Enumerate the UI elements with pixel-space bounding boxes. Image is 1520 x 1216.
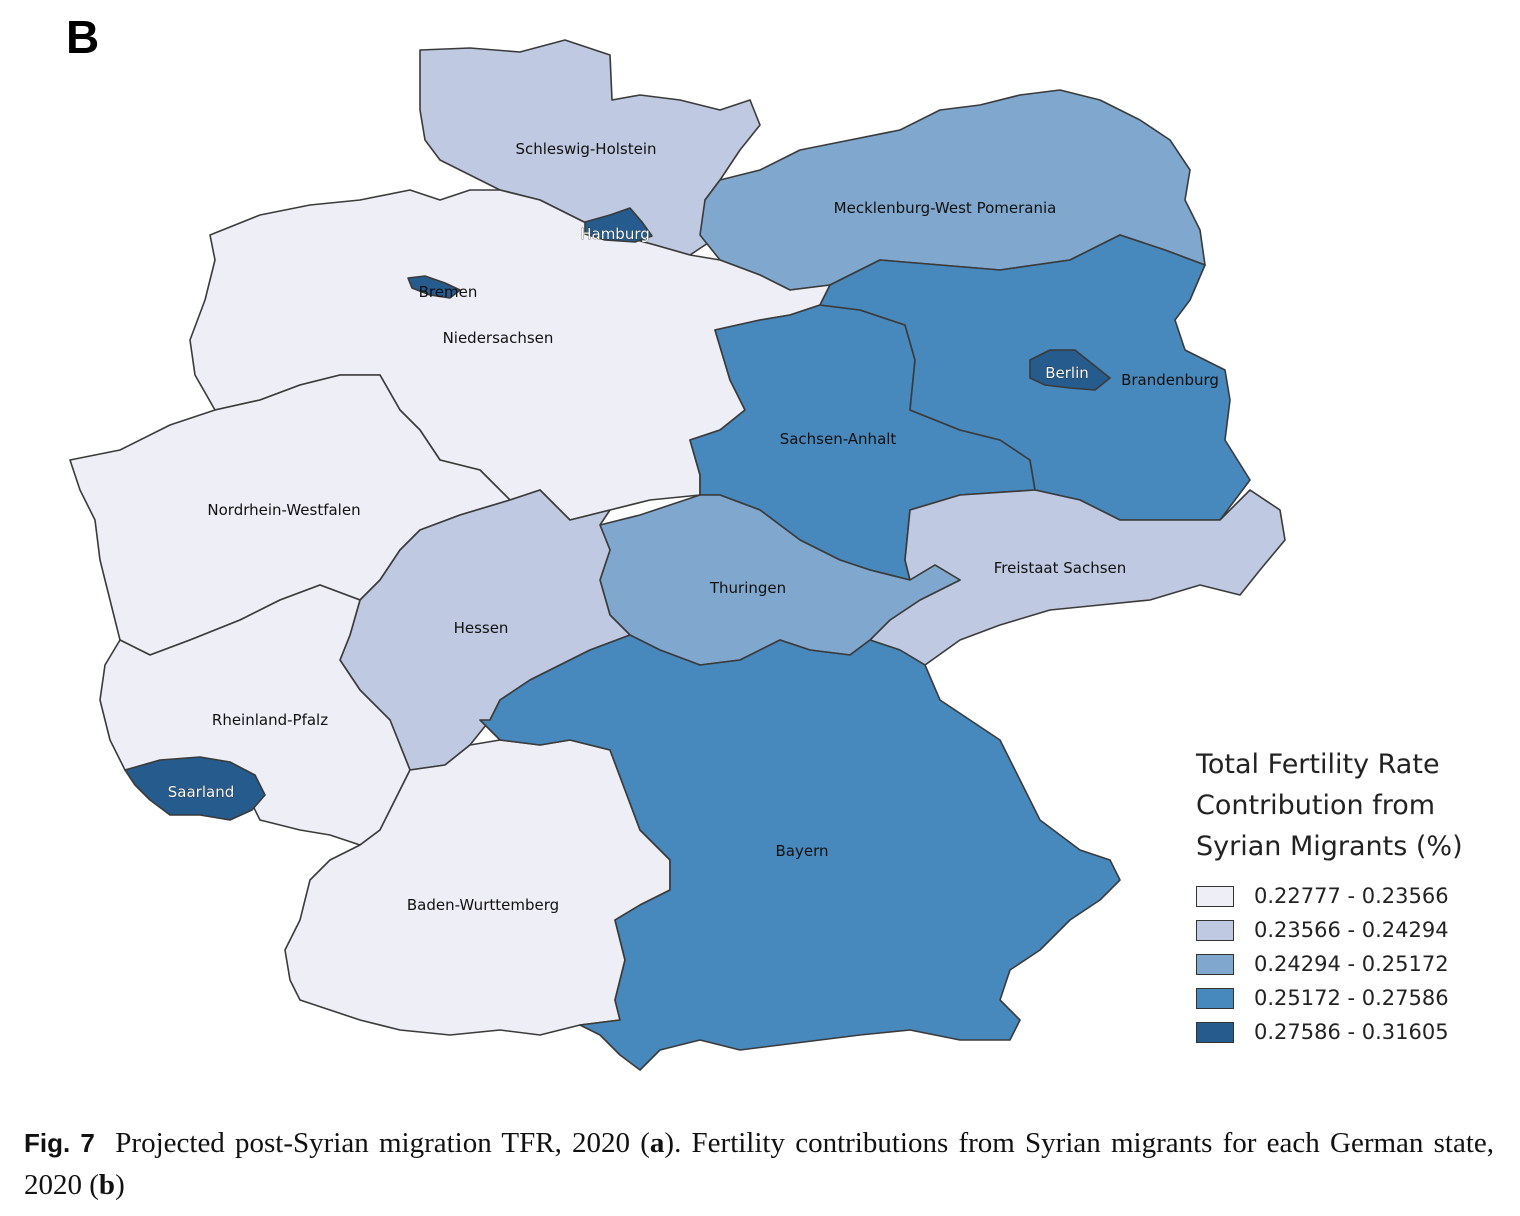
legend-title-line: Syrian Migrants (%)	[1196, 831, 1463, 862]
legend: Total Fertility Rate Contribution from S…	[1196, 744, 1496, 1049]
label-mecklenburg: Mecklenburg-West Pomerania	[834, 199, 1057, 217]
germany-map: Schleswig-Holstein Hamburg Mecklenburg-W…	[69, 39, 1286, 1071]
legend-swatch	[1196, 987, 1234, 1009]
legend-title-line: Contribution from	[1196, 790, 1436, 821]
legend-item: 0.25172 - 0.27586	[1196, 981, 1496, 1015]
label-saarland: Saarland	[168, 783, 234, 801]
label-bayern: Bayern	[776, 842, 829, 860]
label-hessen: Hessen	[454, 619, 509, 637]
legend-label: 0.22777 - 0.23566	[1254, 884, 1449, 908]
label-brandenburg: Brandenburg	[1121, 371, 1219, 389]
label-bremen: Bremen	[419, 283, 478, 301]
legend-label: 0.23566 - 0.24294	[1254, 918, 1449, 942]
region-bremen	[407, 275, 461, 299]
label-sachsen-anhalt: Sachsen-Anhalt	[780, 430, 897, 448]
legend-label: 0.24294 - 0.25172	[1254, 952, 1449, 976]
figure-label: Fig. 7	[24, 1128, 95, 1158]
caption-ref-a: a	[649, 1127, 665, 1159]
legend-title-line: Total Fertility Rate	[1196, 749, 1440, 780]
legend-swatch	[1196, 1021, 1234, 1043]
region-saarland	[124, 756, 266, 821]
label-niedersachsen: Niedersachsen	[443, 329, 554, 347]
legend-item: 0.22777 - 0.23566	[1196, 879, 1496, 913]
label-rheinland-pfalz: Rheinland-Pfalz	[212, 711, 328, 729]
legend-item: 0.24294 - 0.25172	[1196, 947, 1496, 981]
legend-items: 0.22777 - 0.23566 0.23566 - 0.24294 0.24…	[1196, 879, 1496, 1049]
label-nrw: Nordrhein-Westfalen	[207, 501, 360, 519]
legend-swatch	[1196, 885, 1234, 907]
region-bayern	[479, 634, 1121, 1071]
label-schleswig-holstein: Schleswig-Holstein	[515, 140, 656, 158]
legend-label: 0.25172 - 0.27586	[1254, 986, 1449, 1010]
label-baden-wuerttemberg: Baden-Wurttemberg	[407, 896, 559, 914]
legend-swatch	[1196, 919, 1234, 941]
region-berlin	[1029, 349, 1111, 391]
caption-ref-b: b	[98, 1169, 116, 1201]
legend-label: 0.27586 - 0.31605	[1254, 1020, 1449, 1044]
legend-item: 0.27586 - 0.31605	[1196, 1015, 1496, 1049]
legend-item: 0.23566 - 0.24294	[1196, 913, 1496, 947]
label-hamburg: Hamburg	[580, 225, 650, 243]
legend-title: Total Fertility Rate Contribution from S…	[1196, 744, 1496, 867]
label-sachsen: Freistaat Sachsen	[994, 559, 1127, 577]
legend-swatch	[1196, 953, 1234, 975]
label-berlin: Berlin	[1045, 364, 1089, 382]
panel-letter: B	[66, 11, 100, 63]
caption-text: )	[115, 1169, 125, 1201]
region-hamburg	[584, 207, 653, 243]
figure-caption: Fig. 7 Projected post-Syrian migration T…	[24, 1122, 1494, 1206]
caption-text: Projected post-Syrian migration TFR, 202…	[115, 1127, 650, 1159]
caption-text: ). Fertility contributions from Syrian m…	[24, 1127, 1495, 1201]
label-thueringen: Thuringen	[709, 579, 786, 597]
